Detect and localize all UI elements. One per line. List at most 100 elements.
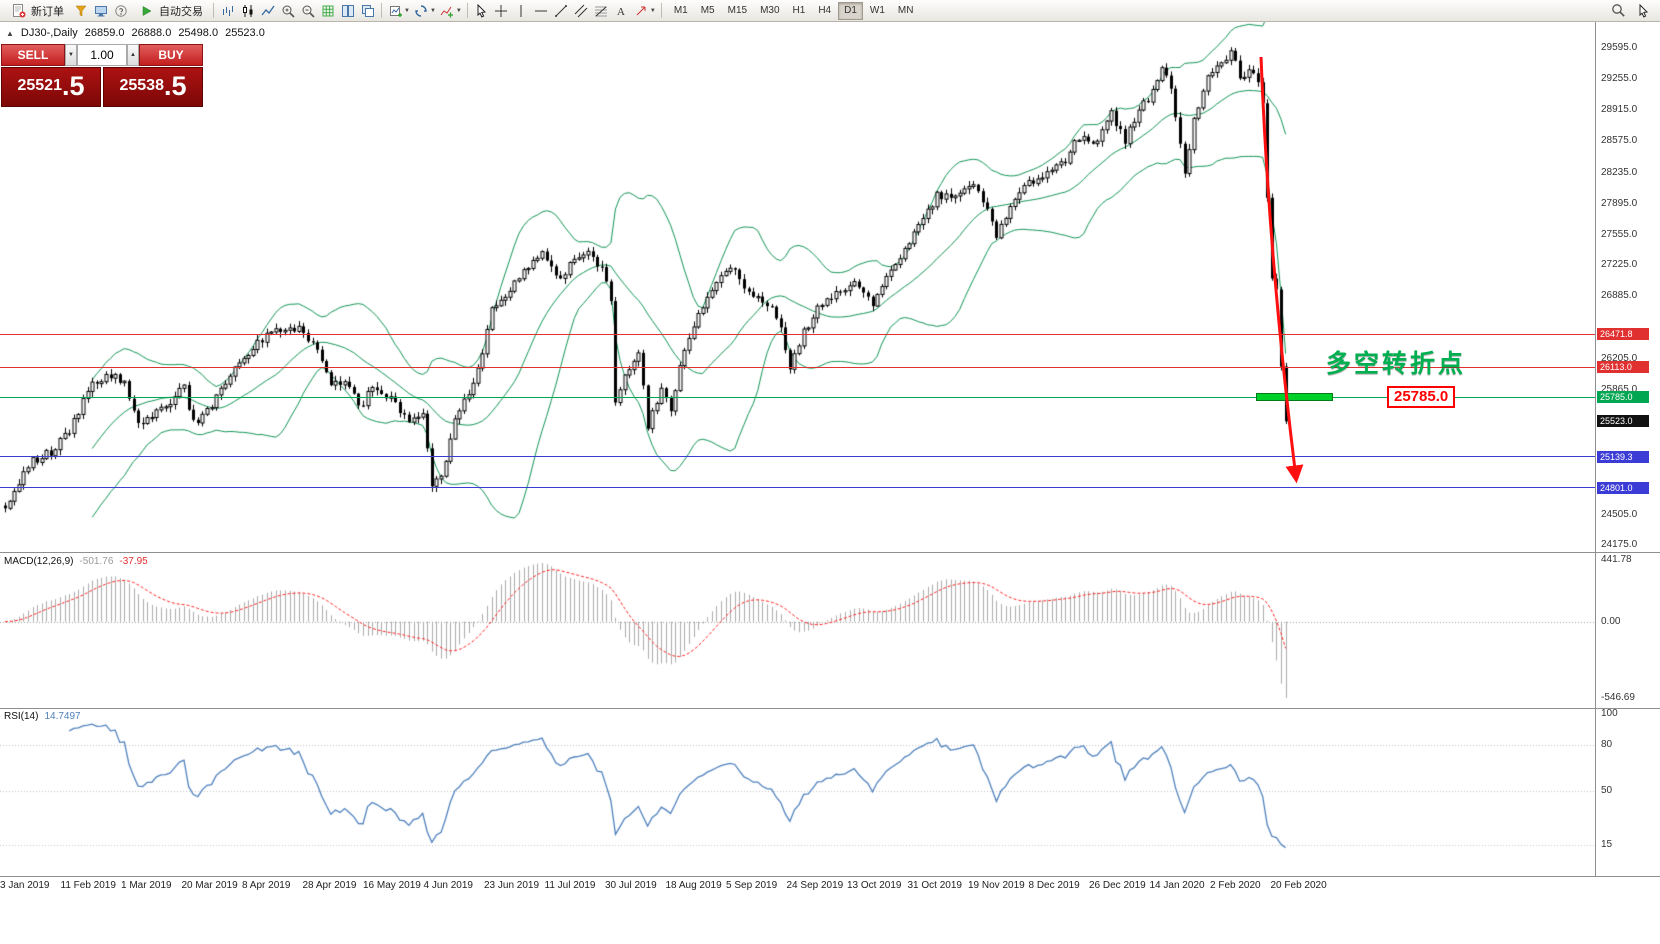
toolbar-separator [213, 3, 214, 18]
price-badge-25523.0: 25523.0 [1597, 415, 1649, 428]
pointer-icon[interactable] [1633, 1, 1652, 20]
buy-price-main: 25538 [119, 77, 164, 94]
grid-icon[interactable] [318, 1, 337, 20]
ohlc-header: ▲ DJ30-,Daily 26859.0 26888.0 25498.0 25… [6, 27, 265, 39]
time-axis-label: 28 Apr 2019 [302, 880, 357, 891]
time-axis-label: 8 Apr 2019 [242, 880, 291, 891]
open-value: 26859.0 [84, 27, 125, 39]
time-axis-label: 19 Nov 2019 [968, 880, 1025, 891]
price-axis-tick: 29595.0 [1601, 41, 1638, 53]
price-annotation-box[interactable]: 25785.0 [1387, 386, 1456, 408]
line-chart-type-icon[interactable] [258, 1, 277, 20]
price-line-26113.0[interactable] [0, 366, 1595, 368]
price-badge-25139.3: 25139.3 [1597, 450, 1649, 463]
timeframe-h1[interactable]: H1 [792, 4, 806, 16]
volume-increase-button[interactable]: ▲ [127, 44, 139, 66]
price-axis-tick: 26885.0 [1601, 290, 1638, 302]
history-center-icon[interactable] [71, 1, 90, 20]
macd-signal-value: -37.95 [119, 556, 148, 567]
new-order-icon [9, 1, 28, 20]
time-axis-label: 5 Sep 2019 [726, 880, 778, 891]
text-tool-icon[interactable]: A [612, 1, 631, 20]
new-chart-icon[interactable] [386, 1, 405, 20]
toolbar-separator [381, 3, 382, 18]
macd-panel-separator[interactable] [0, 552, 1660, 553]
timeframe-m1[interactable]: M1 [673, 4, 688, 16]
time-axis-label: 23 Jun 2019 [484, 880, 540, 891]
time-axis-label: 4 Jun 2019 [423, 880, 474, 891]
timeframe-d1[interactable]: D1 [838, 1, 863, 20]
time-axis-label: 20 Feb 2020 [1270, 880, 1327, 891]
profiles-caret-icon[interactable]: ▼ [429, 7, 436, 14]
arrows-tool-icon[interactable] [632, 1, 651, 20]
timeframe-w1[interactable]: W1 [869, 4, 885, 16]
time-axis-label: 13 Oct 2019 [847, 880, 902, 891]
profiles-icon[interactable] [412, 1, 431, 20]
close-value: 25523.0 [225, 27, 265, 39]
bar-chart-type-icon[interactable] [218, 1, 237, 20]
sell-price-frac: .5 [61, 71, 85, 101]
timeframe-m15[interactable]: M15 [727, 4, 748, 16]
time-axis-label: 11 Jul 2019 [544, 880, 596, 891]
time-axis-label: 20 Mar 2019 [181, 880, 238, 891]
symbol-name: DJ30-,Daily [20, 27, 78, 39]
timeframe-h4[interactable]: H4 [818, 4, 832, 16]
horizontal-line-tool-icon[interactable] [532, 1, 551, 20]
main-toolbar: 新订单 自动交易 ▼ ▼ ▼ A ▼ M1 M5 M15 M30 H1 H4 D1 W1 M [0, 0, 1660, 22]
macd-axis-label: 441.78 [1601, 554, 1632, 565]
rsi-panel-canvas[interactable] [0, 708, 1595, 876]
candlestick-chart-type-icon[interactable] [238, 1, 257, 20]
time-axis-separator [0, 876, 1660, 877]
arrows-caret-icon[interactable]: ▼ [649, 7, 656, 14]
new-order-button[interactable]: 新订单 [3, 1, 70, 20]
channel-tool-icon[interactable] [572, 1, 591, 20]
price-axis-tick: 29255.0 [1601, 72, 1638, 84]
symbol-icon: ▲ [6, 28, 14, 38]
macd-label: MACD(12,26,9) -501.76 -37.95 [4, 556, 148, 567]
indicators-caret-icon[interactable]: ▼ [455, 7, 462, 14]
volume-input[interactable] [77, 44, 127, 66]
cursor-icon[interactable] [472, 1, 491, 20]
help-icon[interactable] [111, 1, 130, 20]
macd-panel-canvas[interactable] [0, 552, 1595, 708]
accounts-icon[interactable] [91, 1, 110, 20]
timeframe-mn[interactable]: MN [897, 4, 914, 16]
support-highlight-bar[interactable] [1256, 393, 1333, 401]
volume-decrease-button[interactable]: ▼ [65, 44, 77, 66]
svg-text:A: A [617, 6, 625, 18]
toolbar-separator [660, 3, 662, 18]
fibonacci-tool-icon[interactable] [592, 1, 611, 20]
price-line-25785.0[interactable] [0, 396, 1595, 398]
price-line-25139.3[interactable] [0, 456, 1595, 458]
cascade-windows-icon[interactable] [358, 1, 377, 20]
new-order-label: 新订单 [31, 5, 64, 18]
timeframe-m30[interactable]: M30 [760, 4, 780, 16]
price-badge-26113.0: 26113.0 [1597, 361, 1649, 374]
price-axis-tick: 24175.0 [1601, 539, 1638, 550]
timeframe-m5[interactable]: M5 [700, 4, 715, 16]
new-chart-caret-icon[interactable]: ▼ [404, 7, 410, 14]
trendline-tool-icon[interactable] [552, 1, 571, 20]
price-line-24801.0[interactable] [0, 487, 1595, 489]
sell-price-display[interactable]: 25521.5 [1, 67, 101, 107]
rsi-panel-separator[interactable] [0, 708, 1660, 709]
buy-price-frac: .5 [163, 71, 187, 101]
toolbar-separator [466, 3, 468, 18]
low-value: 25498.0 [178, 27, 219, 39]
auto-trading-button[interactable]: 自动交易 [131, 1, 209, 20]
turning-point-annotation[interactable]: 多空转折点 [1326, 350, 1467, 378]
indicators-icon[interactable] [438, 1, 457, 20]
vertical-line-tool-icon[interactable] [512, 1, 531, 20]
buy-price-display[interactable]: 25538.5 [103, 67, 203, 107]
search-icon[interactable] [1609, 1, 1628, 20]
zoom-in-icon[interactable] [278, 1, 297, 20]
buy-button[interactable]: BUY [139, 44, 203, 66]
time-axis-label: 11 Feb 2019 [60, 880, 116, 891]
sell-button[interactable]: SELL [1, 44, 65, 66]
zoom-out-icon[interactable] [298, 1, 317, 20]
crosshair-icon[interactable] [492, 1, 511, 20]
price-chart-canvas[interactable] [0, 22, 1595, 552]
tile-windows-icon[interactable] [338, 1, 357, 20]
price-line-26471.8[interactable] [0, 333, 1595, 335]
